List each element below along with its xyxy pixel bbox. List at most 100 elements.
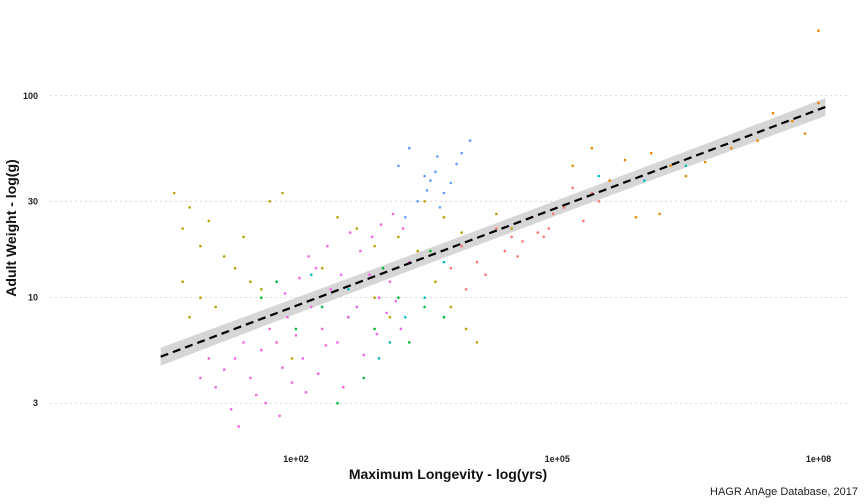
data-point	[336, 402, 339, 405]
data-point	[356, 227, 359, 230]
data-point	[302, 357, 305, 360]
data-point	[173, 192, 176, 195]
data-point	[571, 187, 574, 190]
data-point	[450, 182, 453, 185]
data-point	[347, 288, 350, 291]
data-point	[181, 280, 184, 283]
y-axis-title: Adult Weight - log(g)	[3, 159, 19, 296]
data-point	[389, 316, 392, 319]
data-point	[208, 220, 211, 223]
trend-line-layer	[161, 107, 826, 357]
data-point	[268, 200, 271, 203]
data-point	[434, 171, 437, 174]
data-point	[208, 357, 211, 360]
data-point	[336, 216, 339, 219]
data-point	[434, 280, 437, 283]
data-point	[278, 415, 281, 418]
data-point	[376, 333, 379, 336]
data-point	[704, 161, 707, 164]
data-point	[495, 227, 498, 230]
data-point	[658, 213, 661, 216]
data-point	[521, 240, 524, 243]
data-point	[423, 200, 426, 203]
x-axis-title: Maximum Longevity - log(yrs)	[349, 466, 547, 482]
data-point	[395, 300, 398, 303]
data-point	[260, 296, 263, 299]
data-point	[685, 165, 688, 168]
data-point	[295, 328, 298, 331]
data-point	[591, 147, 594, 150]
data-point	[380, 223, 383, 226]
data-point	[495, 213, 498, 216]
data-point	[349, 231, 352, 234]
data-point	[455, 163, 458, 166]
data-point	[685, 175, 688, 178]
data-point	[356, 306, 359, 309]
data-point	[624, 159, 627, 162]
data-point	[249, 280, 252, 283]
data-point	[242, 341, 245, 344]
data-point	[756, 139, 759, 142]
data-point	[385, 312, 388, 315]
data-point	[460, 152, 463, 155]
data-point	[608, 179, 611, 182]
data-point	[443, 316, 446, 319]
data-point	[730, 147, 733, 150]
data-point	[291, 357, 294, 360]
data-point	[397, 236, 400, 239]
data-point	[321, 267, 324, 270]
data-point	[426, 189, 429, 192]
data-point	[423, 175, 426, 178]
data-point	[598, 175, 601, 178]
data-point	[429, 179, 432, 182]
data-point	[669, 165, 672, 168]
data-point	[443, 192, 446, 195]
data-point	[199, 296, 202, 299]
data-point	[476, 261, 479, 264]
data-point	[234, 357, 237, 360]
data-point	[650, 152, 653, 155]
data-point	[234, 267, 237, 270]
data-point	[397, 296, 400, 299]
data-point	[510, 236, 513, 239]
data-point	[249, 377, 252, 380]
data-point	[260, 288, 263, 291]
data-point	[307, 255, 310, 258]
data-point	[791, 120, 794, 123]
data-point	[295, 334, 298, 337]
data-point	[336, 341, 339, 344]
data-point	[504, 250, 507, 253]
data-point	[362, 354, 365, 357]
data-point	[373, 296, 376, 299]
data-point	[635, 216, 638, 219]
x-tick-label: 1e+02	[283, 454, 308, 464]
data-point	[340, 273, 343, 276]
data-point	[321, 306, 324, 309]
data-point	[298, 277, 301, 280]
data-point	[382, 267, 385, 270]
data-point	[817, 29, 820, 32]
data-point	[804, 132, 807, 135]
data-point	[598, 200, 601, 203]
data-point	[476, 341, 479, 344]
y-tick-label: 100	[23, 91, 38, 101]
data-point	[436, 155, 439, 158]
data-point	[423, 306, 426, 309]
data-point	[450, 267, 453, 270]
data-point	[400, 328, 403, 331]
data-point	[237, 425, 240, 428]
data-point	[404, 316, 407, 319]
y-tick-label: 3	[33, 398, 38, 408]
data-point	[275, 341, 278, 344]
data-point	[378, 357, 381, 360]
data-point	[817, 102, 820, 105]
data-point	[465, 328, 468, 331]
data-point	[181, 227, 184, 230]
chart-caption: HAGR AnAge Database, 2017	[710, 486, 858, 498]
series-group-blue	[397, 139, 471, 218]
data-point	[469, 139, 472, 142]
series-group-teal	[310, 165, 687, 360]
data-point	[326, 245, 329, 248]
data-point	[188, 206, 191, 209]
